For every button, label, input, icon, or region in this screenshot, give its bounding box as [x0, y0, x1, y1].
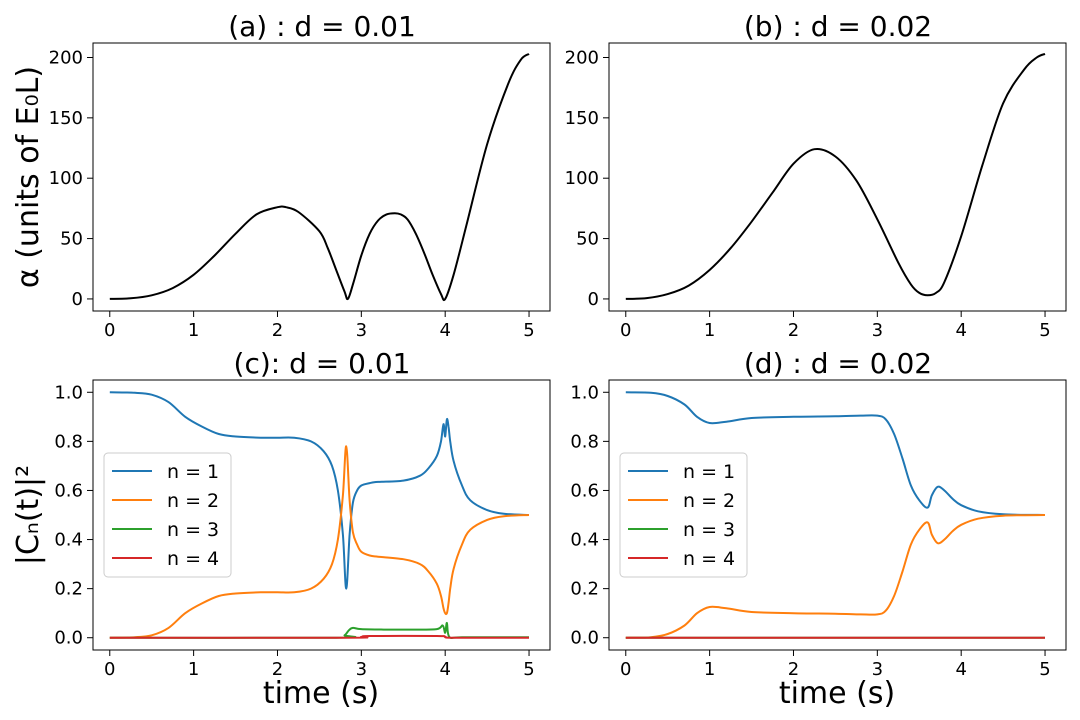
y-tick-label: 0.0 [54, 628, 83, 649]
legend-label: n = 3 [683, 519, 735, 541]
y-tick-label: 0 [588, 289, 599, 310]
x-tick-label: 3 [356, 320, 367, 341]
y-tick-label: 0.2 [570, 579, 599, 600]
y-tick-label: 150 [565, 108, 599, 129]
plot-d-frame [608, 379, 1067, 651]
series-line-c-n-1 [109, 391, 530, 590]
y-tick-label: 0.0 [570, 628, 599, 649]
panel-b-title: (b) : d = 0.02 [744, 10, 932, 43]
x-tick-label: 0 [620, 659, 631, 680]
plot-b-frame [608, 42, 1067, 312]
y-tick-label: 0.2 [54, 579, 83, 600]
x-tick-label: 3 [872, 320, 883, 341]
x-tick-label: 4 [955, 659, 966, 680]
series-line-c-n-4 [109, 634, 530, 639]
legend-label: n = 4 [683, 548, 735, 570]
plot-c-frame [92, 379, 551, 651]
x-tick-label: 0 [620, 320, 631, 341]
x-tick-label: 3 [872, 659, 883, 680]
series-line-c-n-3 [109, 621, 530, 640]
x-tick-label: 1 [188, 320, 199, 341]
legend-d: n = 1 n = 2 n = 3 n = 4 [619, 452, 748, 578]
legend-label: n = 4 [167, 548, 219, 570]
y-tick-label: 100 [49, 168, 83, 189]
y-tick-label: 200 [565, 47, 599, 68]
panel-d: (d) : d = 0.02 0 1 2 3 4 5 0.0 0.2 0.4 0.6 0.8 1.0 n… [570, 347, 1067, 680]
plot-d-area: 0 1 2 3 4 50.00.20.40.60.81.0n = 1n = 2n = 3n… [570, 382, 1050, 680]
legend-box [103, 452, 232, 578]
x-tick-label: 4 [439, 320, 450, 341]
y-tick-label: 1.0 [570, 382, 599, 403]
legend-label: n = 1 [683, 461, 735, 483]
plot-a-frame [92, 42, 551, 312]
series-line-d-n-2 [625, 514, 1046, 639]
legend-box [619, 452, 748, 578]
y-tick-label: 150 [49, 108, 83, 129]
y-axis-title-top: α (units of E₀L) [11, 66, 46, 288]
series-line-a-alpha [109, 53, 530, 302]
y-tick-label: 0.8 [54, 431, 83, 452]
y-tick-label: 0 [72, 289, 83, 310]
x-tick-label: 2 [272, 659, 283, 680]
series-line-d-n-1 [625, 391, 1046, 516]
x-tick-label: 0 [104, 659, 115, 680]
legend-label: n = 2 [167, 490, 219, 512]
y-tick-label: 0.4 [54, 530, 83, 551]
x-tick-label: 5 [1039, 320, 1050, 341]
y-tick-label: 0.4 [570, 530, 599, 551]
panel-d-title: (d) : d = 0.02 [744, 347, 932, 380]
y-tick-label: 1.0 [54, 382, 83, 403]
x-tick-label: 5 [523, 320, 534, 341]
x-tick-label: 4 [955, 320, 966, 341]
series-line-b-alpha [625, 52, 1046, 300]
y-tick-label: 50 [576, 229, 599, 250]
plot-c-area: 0 1 2 3 4 50.00.20.40.60.81.0n = 1n = 2n = 3n… [54, 382, 534, 680]
x-axis-title-d: time (s) [779, 676, 895, 711]
x-tick-label: 2 [272, 320, 283, 341]
x-tick-label: 5 [1039, 659, 1050, 680]
panel-c-title: (c): d = 0.01 [234, 347, 411, 380]
y-tick-label: 200 [49, 47, 83, 68]
y-tick-label: 0.8 [570, 431, 599, 452]
y-tick-label: 0.6 [54, 480, 83, 501]
series-line-c-n-2 [109, 445, 530, 639]
y-tick-label: 0.6 [570, 480, 599, 501]
x-tick-label: 1 [188, 659, 199, 680]
legend-label: n = 3 [167, 519, 219, 541]
x-tick-label: 2 [788, 320, 799, 341]
x-tick-label: 1 [704, 659, 715, 680]
panel-c: (c): d = 0.01 0 1 2 3 4 5 0.0 0.2 0.4 0.6 0.8 1.0 n … [54, 347, 551, 680]
x-tick-label: 4 [439, 659, 450, 680]
x-tick-label: 2 [788, 659, 799, 680]
legend-label: n = 1 [167, 461, 219, 483]
panel-a-title: (a) : d = 0.01 [228, 10, 416, 43]
y-tick-label: 100 [565, 168, 599, 189]
y-tick-label: 50 [60, 229, 83, 250]
y-axis-title-bottom: |Cₙ(t)|² [11, 465, 46, 565]
x-tick-label: 3 [356, 659, 367, 680]
x-tick-label: 0 [104, 320, 115, 341]
legend-c: n = 1 n = 2 n = 3 n = 4 [103, 452, 232, 578]
x-tick-label: 1 [704, 320, 715, 341]
x-axis-title-c: time (s) [263, 676, 379, 711]
x-tick-label: 5 [523, 659, 534, 680]
legend-label: n = 2 [683, 490, 735, 512]
